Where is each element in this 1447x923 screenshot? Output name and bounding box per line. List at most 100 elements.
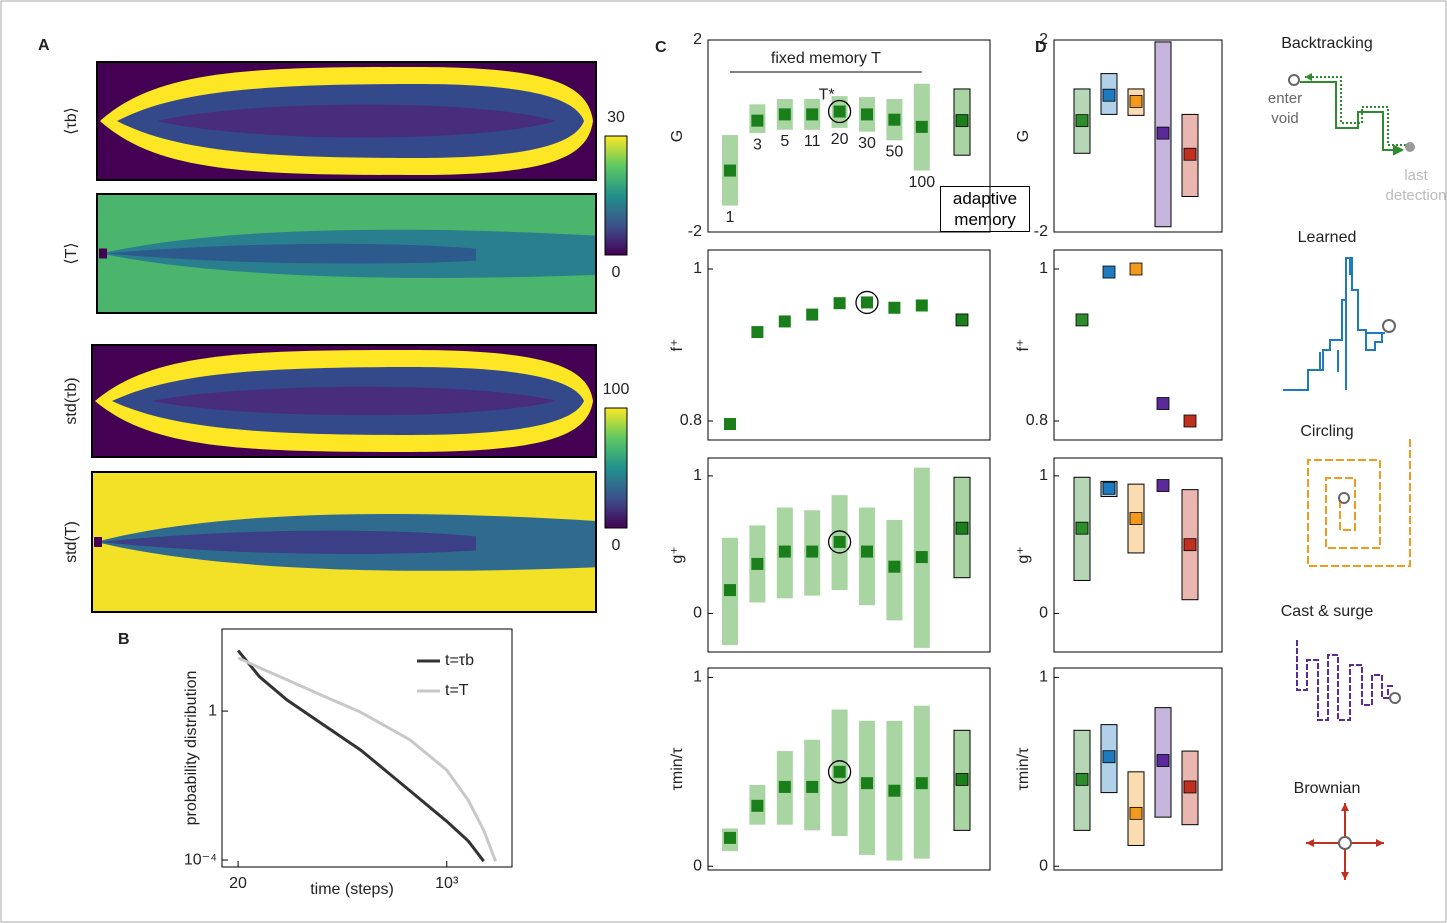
heatmap-frame (91, 471, 597, 613)
marker (915, 120, 928, 133)
marker (1183, 414, 1197, 428)
marker (1156, 397, 1170, 410)
strategy-name: Brownian (1294, 780, 1361, 797)
marker (806, 308, 819, 321)
y-axis-label: ⟨T⟩ (63, 242, 80, 264)
highlight-circle (827, 530, 852, 554)
y-tick-label: 10⁻⁴ (184, 851, 217, 868)
optimum-label: T* (819, 87, 835, 104)
axes-frame (1053, 667, 1223, 871)
axes-frame (707, 39, 991, 233)
strategy-name: Cast & surge (1281, 603, 1374, 620)
annotation: fixed memory T (771, 50, 881, 67)
heatmap-pixel (99, 248, 107, 259)
marker (1102, 265, 1116, 279)
y-tick-label: 0 (693, 857, 702, 874)
heatmap-frame (91, 344, 597, 458)
highlight-circle (827, 99, 852, 124)
y-axis-label: f⁺ (1015, 339, 1032, 352)
panel-letter: D (1035, 39, 1047, 56)
series-line (237, 656, 497, 862)
y-axis-label: probability distribution (183, 671, 200, 826)
annotation: enter void (1267, 90, 1303, 127)
marker (861, 108, 873, 121)
category-label: 3 (753, 136, 762, 153)
marker (861, 545, 873, 558)
marker (1075, 114, 1089, 128)
axes-frame (221, 628, 513, 868)
marker (751, 557, 764, 570)
y-axis-label: G (1015, 130, 1032, 142)
marker (833, 765, 846, 778)
y-tick-label: 2 (693, 31, 702, 48)
heatmap-frame (96, 61, 597, 181)
marker (888, 560, 901, 573)
marker (806, 545, 819, 558)
y-tick-label: 0.8 (680, 412, 702, 429)
y-tick-label: 1 (693, 260, 702, 277)
marker (861, 296, 873, 309)
strategy-name: Learned (1298, 229, 1357, 246)
marker (888, 784, 901, 797)
y-axis-label: std(T) (63, 521, 80, 563)
marker (724, 584, 736, 597)
icon-end (1405, 142, 1415, 152)
marker (1075, 521, 1089, 535)
icon-start (1288, 74, 1300, 86)
icon-end (1338, 492, 1350, 504)
highlight-circle (827, 760, 852, 784)
marker (955, 521, 969, 535)
colorbar-tick-label: 100 (603, 381, 630, 398)
marker (1102, 88, 1116, 102)
category-label: 5 (780, 133, 789, 150)
y-tick-label: 1 (1039, 467, 1048, 484)
axes-frame (707, 249, 991, 441)
y-tick-label: 1 (1039, 260, 1048, 277)
y-axis-label: g⁺ (1015, 546, 1032, 563)
marker (778, 108, 791, 121)
marker (1129, 95, 1143, 108)
marker (724, 831, 736, 844)
marker (915, 777, 928, 790)
x-tick-label: 20 (229, 875, 247, 892)
heatmap (96, 193, 597, 314)
annotation: last detection (1385, 167, 1447, 204)
marker (833, 105, 846, 118)
colorbar (604, 407, 628, 529)
marker (955, 772, 969, 786)
arrow (1393, 144, 1405, 156)
y-tick-label: -2 (688, 223, 702, 240)
marker (1102, 750, 1116, 764)
y-axis-label: τmin/τ (669, 747, 686, 791)
marker (1075, 313, 1089, 327)
marker (1129, 512, 1143, 525)
y-axis-label: f⁺ (669, 339, 686, 352)
colorbar-tick-label: 0 (612, 264, 621, 281)
marker (778, 315, 791, 328)
heatmap-pixel (94, 537, 102, 547)
marker (1156, 479, 1170, 492)
y-axis-label: G (669, 130, 686, 142)
marker (861, 777, 873, 790)
y-tick-label: 2 (1039, 31, 1048, 48)
icon-start (1338, 836, 1352, 850)
marker (751, 326, 764, 339)
colorbar-tick-label: 0 (612, 537, 621, 554)
heatmap (91, 344, 597, 458)
arrow (1305, 73, 1312, 81)
panel-letter: B (118, 631, 130, 648)
marker (1129, 806, 1143, 820)
y-tick-label: 0 (1039, 857, 1048, 874)
x-axis-label: time (steps) (310, 881, 394, 898)
y-tick-label: 1 (693, 467, 702, 484)
y-tick-label: 1 (693, 669, 702, 686)
marker (1156, 126, 1170, 140)
marker (1129, 262, 1143, 276)
axes-frame (1053, 249, 1223, 441)
marker (888, 301, 901, 314)
axes-frame (1053, 457, 1223, 653)
category-label: 1 (726, 209, 735, 226)
